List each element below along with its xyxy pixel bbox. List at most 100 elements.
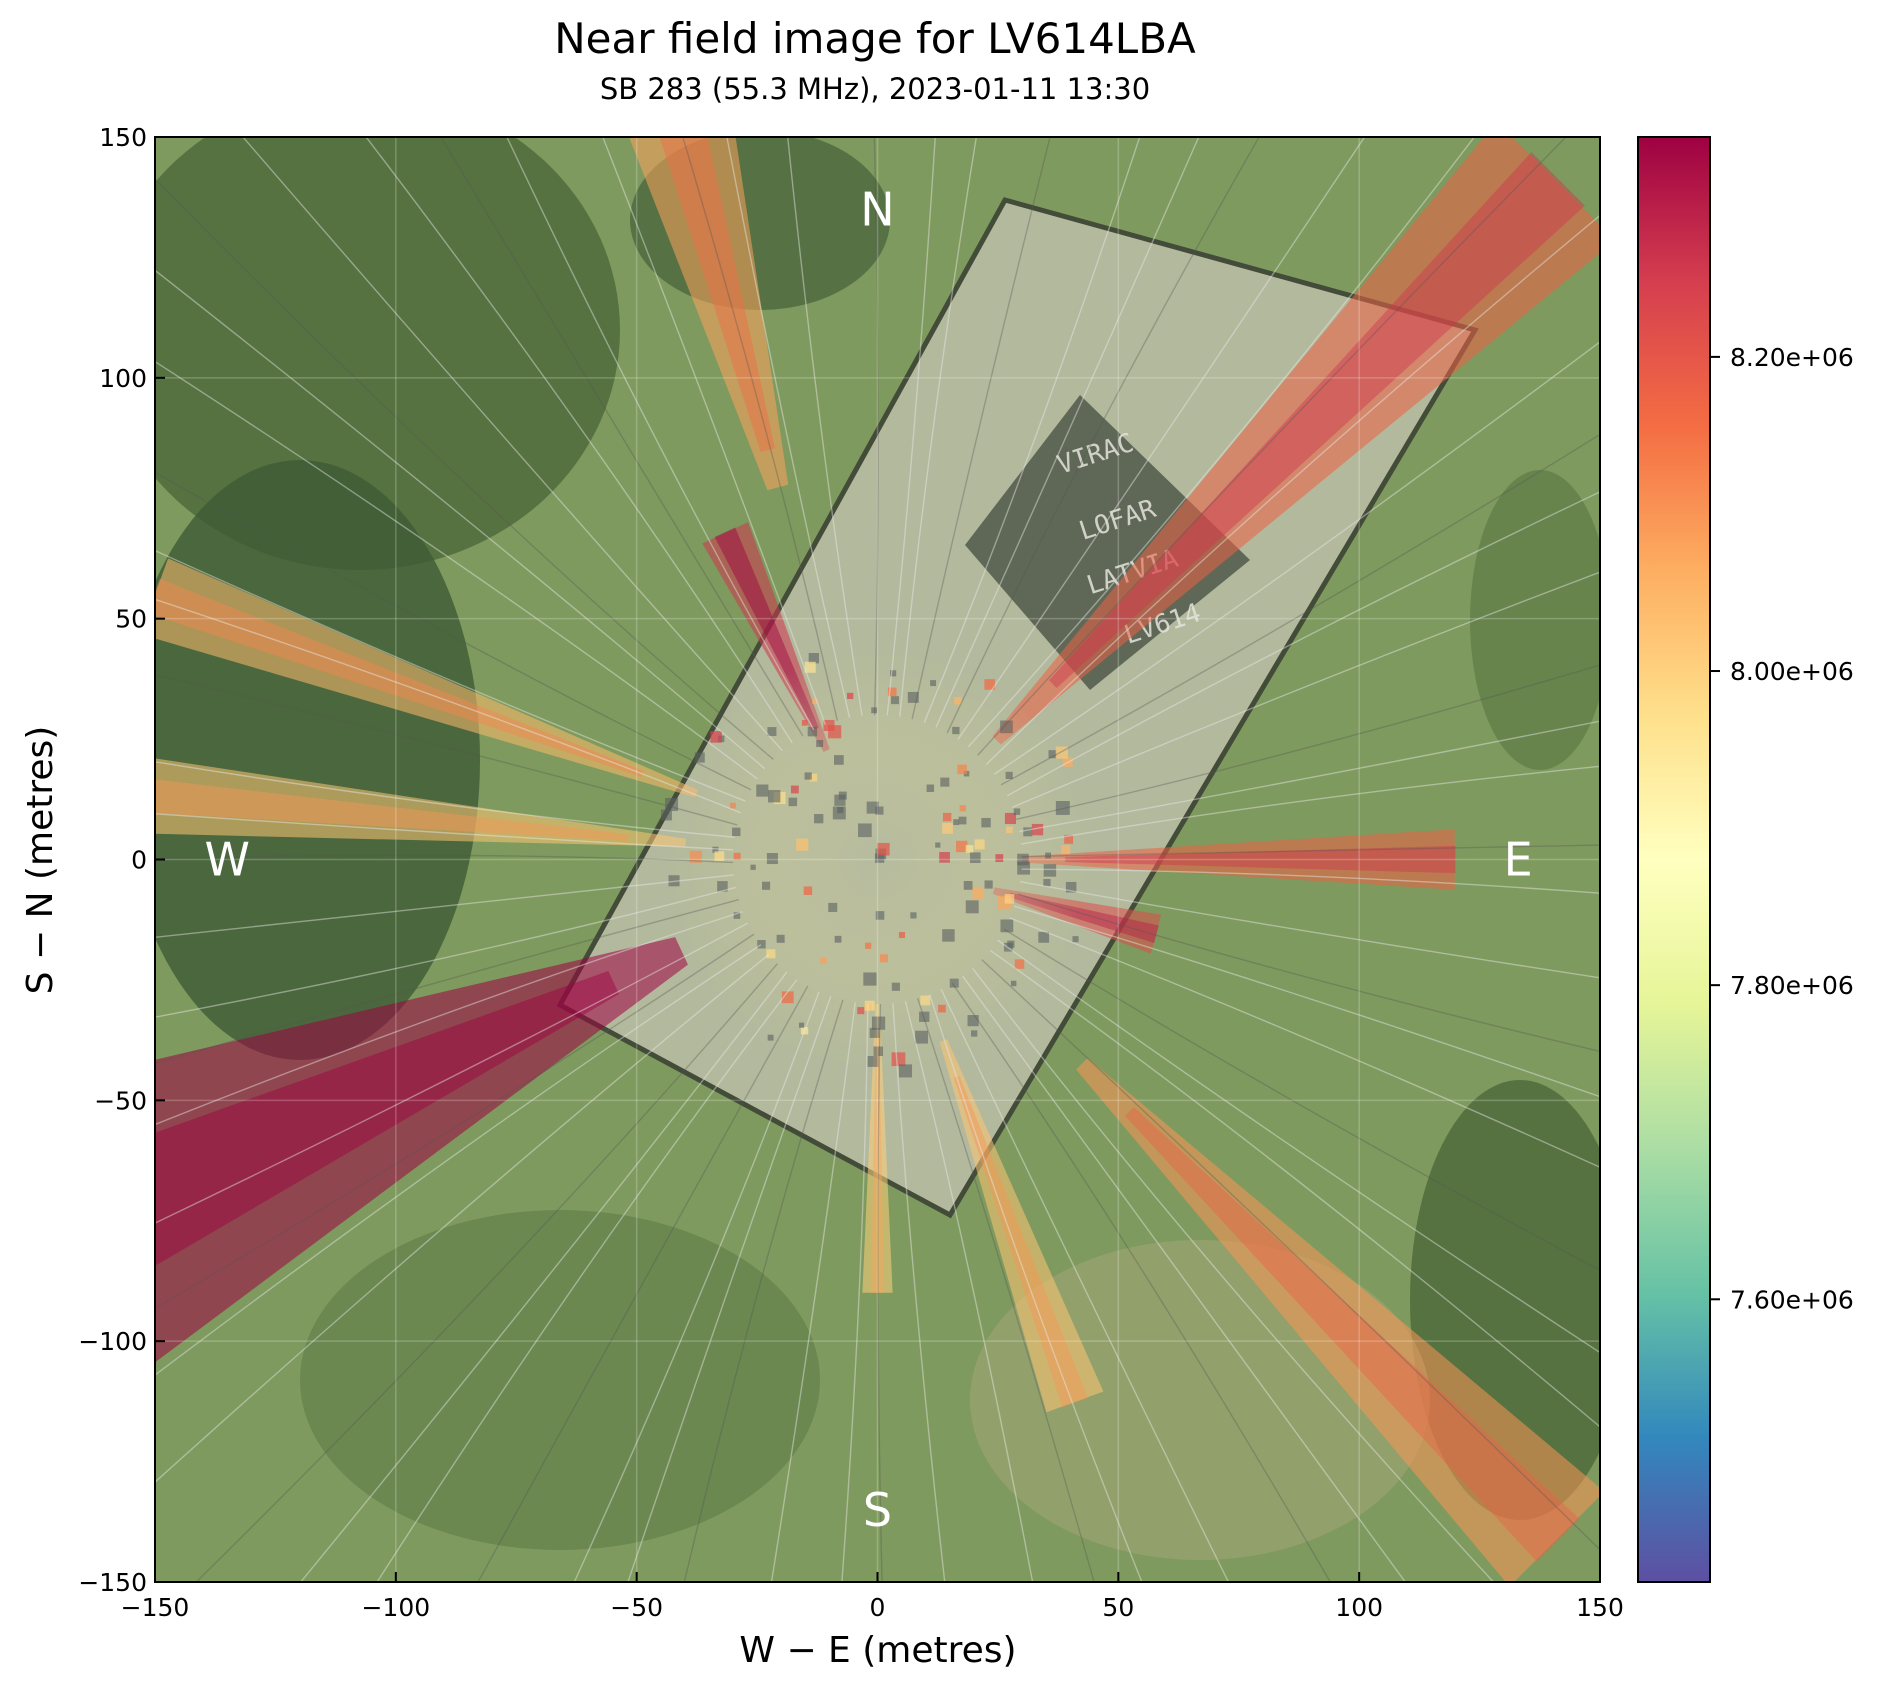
intensity-lobe <box>1076 1058 1600 1582</box>
y-tick-label: −100 <box>78 1327 147 1356</box>
contour-line <box>1003 928 1600 1272</box>
speckle <box>866 801 879 814</box>
speckle <box>874 853 885 863</box>
speckle <box>804 661 816 673</box>
contour-line <box>911 137 1051 720</box>
speckle <box>952 726 960 735</box>
contour-line <box>155 899 739 1065</box>
x-axis-ticks: −150 −100 −50 0 50 100 150 <box>121 1572 1624 1622</box>
contour-line <box>977 137 1567 756</box>
speckle <box>1045 852 1052 859</box>
contour-line <box>602 137 827 725</box>
speckle <box>1004 894 1015 904</box>
speckle <box>867 1056 879 1067</box>
intensity-lobe-core <box>870 1032 885 1293</box>
contour-line <box>923 137 1141 724</box>
contour-line <box>899 137 978 717</box>
speckle <box>766 853 778 865</box>
speckle <box>958 816 967 825</box>
contour-line <box>376 979 798 1582</box>
contour-line <box>972 967 1495 1582</box>
contour-line <box>985 214 1600 765</box>
speckle <box>871 1016 886 1030</box>
speckle <box>926 784 935 792</box>
contour-line <box>873 137 879 716</box>
speckle <box>767 1034 774 1041</box>
contour-line <box>1011 571 1600 809</box>
speckle <box>1031 823 1044 836</box>
speckle <box>940 777 950 787</box>
contour-line <box>155 944 762 1376</box>
contour-line <box>439 137 804 737</box>
speckle <box>798 1022 805 1028</box>
contour-line <box>195 963 778 1582</box>
speckle <box>768 790 781 803</box>
contour-line <box>299 971 788 1582</box>
speckle <box>1023 827 1033 837</box>
speckle <box>814 814 824 824</box>
y-tick-label: 100 <box>99 364 147 393</box>
speckle <box>954 696 962 705</box>
contour-line <box>1019 720 1600 833</box>
speckle <box>714 851 725 862</box>
speckle <box>956 840 968 853</box>
y-tick-label: −150 <box>78 1568 147 1597</box>
contour-line <box>1014 905 1600 1098</box>
intensity-lobe <box>939 1039 1104 1413</box>
y-axis-label: S − N (metres) <box>20 726 61 995</box>
speckle <box>875 911 885 920</box>
compass-label-s: S <box>863 1483 892 1537</box>
x-tick-label: 100 <box>1335 1593 1383 1622</box>
compass-labels: N S W E <box>205 182 1533 1537</box>
speckle <box>788 797 798 807</box>
x-tick-label: −50 <box>610 1593 663 1622</box>
speckle <box>812 698 818 705</box>
speckle <box>766 949 776 959</box>
contour-line <box>1017 893 1600 1053</box>
speckle <box>877 842 890 856</box>
speckle <box>910 912 917 919</box>
contour-line <box>928 994 1143 1582</box>
intensity-lobe-core <box>155 779 629 841</box>
speckle <box>915 1030 928 1044</box>
contour-line <box>957 137 1366 740</box>
contour-line <box>155 886 736 1018</box>
speckle <box>965 845 974 853</box>
contour-line <box>904 1001 1034 1582</box>
contour-line <box>1021 868 1600 894</box>
speckle <box>939 851 950 863</box>
speckle <box>847 692 854 700</box>
speckle <box>732 827 741 837</box>
speckle <box>756 784 769 797</box>
contour-line <box>155 360 758 780</box>
contour-line <box>477 985 809 1582</box>
contour-line <box>682 137 838 721</box>
speckle <box>984 880 993 889</box>
speckle <box>857 1007 865 1015</box>
speckle <box>712 846 719 853</box>
speckle <box>790 785 799 794</box>
speckle <box>974 839 985 850</box>
contour-line <box>917 998 1095 1582</box>
speckle <box>965 900 979 914</box>
speckle <box>1072 936 1079 943</box>
speckle <box>863 972 877 986</box>
speckle <box>762 881 771 890</box>
contour-line <box>997 939 1600 1354</box>
x-tick-label: −100 <box>361 1593 430 1622</box>
y-tick-label: 0 <box>131 846 147 875</box>
intensity-lobe <box>992 137 1600 745</box>
x-tick-label: −150 <box>121 1593 190 1622</box>
contour-line <box>627 996 832 1582</box>
colorbar-ticks: 7.60e+06 7.80e+06 8.00e+06 8.20e+06 <box>1710 343 1854 1314</box>
contour-line <box>786 137 863 716</box>
x-axis-label: W − E (metres) <box>739 1630 1016 1671</box>
speckle <box>781 991 794 1004</box>
speckle <box>891 1052 906 1067</box>
contour-line <box>967 137 1476 748</box>
speckle <box>875 806 884 815</box>
speckle <box>834 935 842 943</box>
speckle <box>1065 881 1077 893</box>
compass-label-e: E <box>1504 833 1533 887</box>
